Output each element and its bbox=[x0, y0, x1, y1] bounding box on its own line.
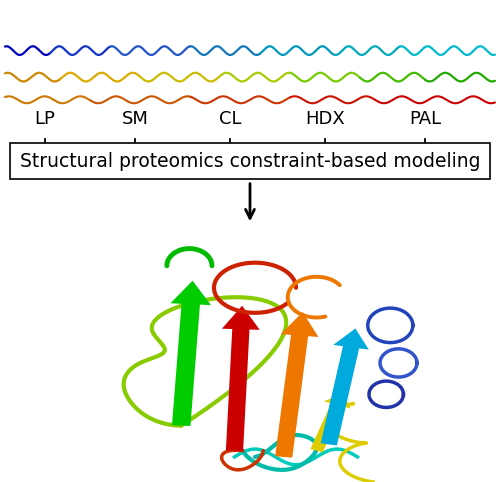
FancyArrow shape bbox=[275, 312, 318, 457]
Text: CL: CL bbox=[219, 110, 241, 128]
Text: Structural proteomics constraint-based modeling: Structural proteomics constraint-based m… bbox=[20, 152, 480, 171]
Text: PAL: PAL bbox=[409, 110, 441, 128]
FancyArrow shape bbox=[320, 329, 369, 445]
FancyArrow shape bbox=[310, 394, 351, 452]
FancyArrow shape bbox=[222, 306, 260, 451]
Text: LP: LP bbox=[34, 110, 56, 128]
Bar bbox=[10, 143, 490, 179]
FancyArrow shape bbox=[170, 281, 211, 426]
Text: SM: SM bbox=[122, 110, 148, 128]
Text: HDX: HDX bbox=[305, 110, 345, 128]
